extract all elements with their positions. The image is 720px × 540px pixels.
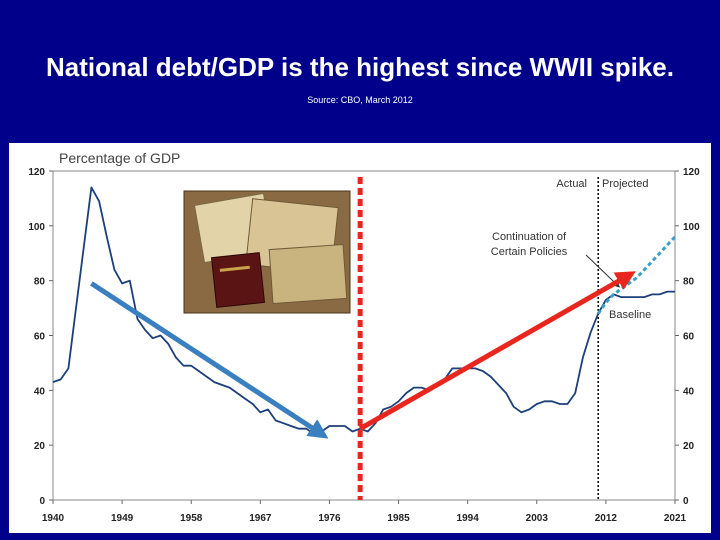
actual-label: Actual <box>556 178 587 190</box>
y-tick-label-left: 20 <box>34 441 46 452</box>
series-line-continuation <box>596 235 677 315</box>
y-tick-label-right: 20 <box>683 441 695 452</box>
y-tick-label-right: 40 <box>683 386 695 397</box>
y-tick-label-left: 60 <box>34 332 46 343</box>
bonds-photo <box>183 190 351 314</box>
y-tick-label-right: 100 <box>683 222 700 233</box>
decline-arrow <box>90 281 329 439</box>
y-tick-label-left: 40 <box>34 386 46 397</box>
debt-chart: Percentage of GDP Actual Projected Conti… <box>9 143 711 533</box>
y-tick-label-right: 0 <box>683 496 689 507</box>
y-tick-label-right: 80 <box>683 277 695 288</box>
x-tick-label: 1940 <box>42 513 65 524</box>
debt-chart-svg: Percentage of GDP Actual Projected Conti… <box>9 143 711 533</box>
x-tick-label: 1949 <box>111 513 134 524</box>
x-tick-label: 2003 <box>526 513 549 524</box>
x-tick-label: 1967 <box>249 513 272 524</box>
x-tick-label: 1976 <box>318 513 341 524</box>
x-tick-label: 1994 <box>457 513 480 524</box>
slide-title: National debt/GDP is the highest since W… <box>46 52 674 82</box>
y-tick-label-left: 0 <box>39 496 45 507</box>
chart-title: Percentage of GDP <box>59 150 180 166</box>
rise-arrow <box>358 271 636 431</box>
y-tick-label-left: 100 <box>28 222 45 233</box>
y-tick-label-right: 60 <box>683 332 695 343</box>
y-tick-label-left: 120 <box>28 167 45 178</box>
projected-label: Projected <box>602 178 648 190</box>
y-tick-label-right: 120 <box>683 167 700 178</box>
slide-source: Source: CBO, March 2012 <box>307 95 413 105</box>
x-tick-label: 1985 <box>387 513 410 524</box>
continuation-label-line1: Continuation of <box>492 231 567 243</box>
continuation-label-line2: Certain Policies <box>491 246 568 258</box>
y-tick-label-left: 80 <box>34 277 46 288</box>
baseline-label: Baseline <box>609 309 651 321</box>
x-tick-label: 2021 <box>664 513 687 524</box>
x-tick-label: 2012 <box>595 513 618 524</box>
x-tick-label: 1958 <box>180 513 203 524</box>
